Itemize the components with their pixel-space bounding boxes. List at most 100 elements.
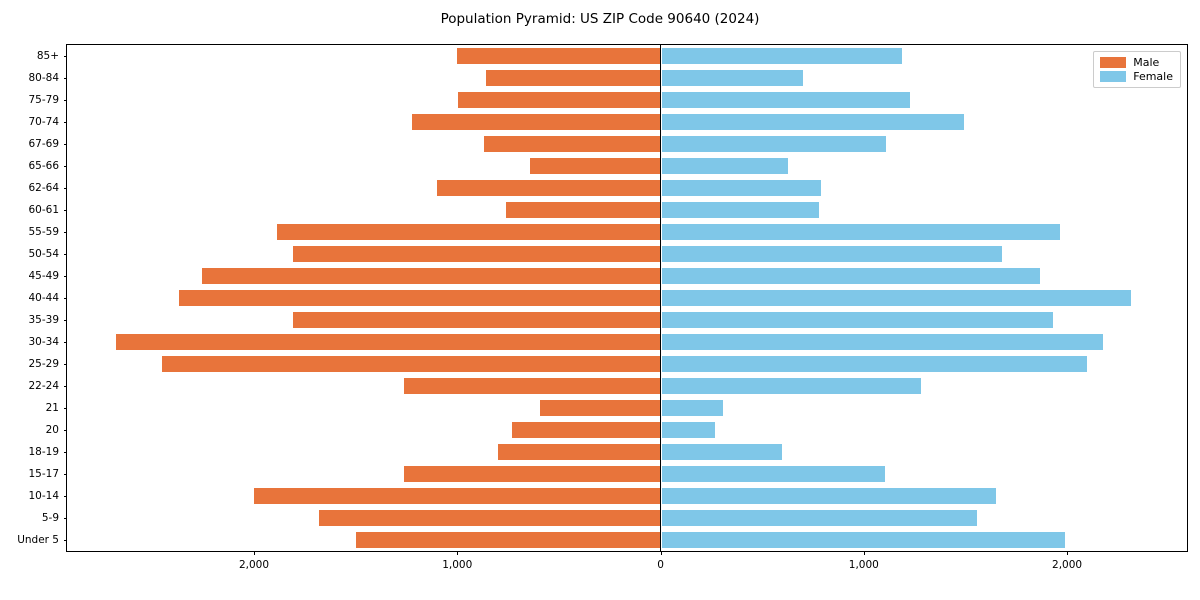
bar-male[interactable] [512,422,661,438]
y-tick-label: 80-84 [28,72,59,84]
y-tick-label: 15-17 [28,468,59,480]
bar-male[interactable] [319,510,661,526]
y-tick-label: 85+ [36,50,59,62]
y-tick-mark [63,452,67,453]
bar-male[interactable] [539,400,661,416]
y-tick-mark [63,408,67,409]
bar-female[interactable] [661,48,903,64]
bar-row [67,268,1187,284]
y-tick-label: 40-44 [28,292,59,304]
bar-male[interactable] [404,378,661,394]
bar-male[interactable] [483,136,661,152]
bar-row [67,224,1187,240]
y-tick-mark [63,518,67,519]
y-tick-label: 65-66 [28,160,59,172]
bar-male[interactable] [506,202,661,218]
bar-female[interactable] [661,224,1060,240]
bar-male[interactable] [277,224,661,240]
y-tick-mark [63,254,67,255]
y-tick-label: 70-74 [28,116,59,128]
y-tick-mark [63,276,67,277]
chart-title: Population Pyramid: US ZIP Code 90640 (2… [440,11,760,27]
bar-male[interactable] [530,158,661,174]
bar-female[interactable] [661,422,716,438]
bar-male[interactable] [355,532,661,548]
bar-female[interactable] [661,114,965,130]
bar-female[interactable] [661,510,977,526]
y-tick-label: 45-49 [28,270,59,282]
bar-male[interactable] [404,466,661,482]
y-tick-mark [63,122,67,123]
bar-row [67,180,1187,196]
y-tick-mark [63,298,67,299]
bar-male[interactable] [485,70,661,86]
bar-row [67,378,1187,394]
bar-row [67,444,1187,460]
bar-male[interactable] [458,92,661,108]
bar-row [67,400,1187,416]
y-tick-mark [63,100,67,101]
bar-female[interactable] [661,532,1066,548]
x-tick-mark [1067,551,1069,555]
bar-row [67,466,1187,482]
x-tick-label: 2,000 [1052,559,1083,571]
y-tick-label: 22-24 [28,380,59,392]
y-tick-mark [63,320,67,321]
bar-female[interactable] [661,246,1003,262]
y-tick-mark [63,144,67,145]
bar-row [67,290,1187,306]
plot-inner [63,45,1187,555]
legend-item-female[interactable]: Female [1100,71,1173,82]
bar-male[interactable] [292,312,661,328]
bar-male[interactable] [202,268,661,284]
plot-area: Male Female [63,44,1188,555]
bar-female[interactable] [661,92,910,108]
bar-female[interactable] [661,158,788,174]
bar-row [67,48,1187,64]
legend-swatch-icon [1100,71,1127,82]
bar-male[interactable] [457,48,661,64]
bar-row [67,246,1187,262]
bar-row [67,510,1187,526]
legend-item-male[interactable]: Male [1100,57,1173,68]
bar-female[interactable] [661,70,803,86]
x-tick-mark [457,551,459,555]
bar-female[interactable] [661,312,1053,328]
bar-female[interactable] [661,466,886,482]
bar-male[interactable] [497,444,661,460]
y-tick-label: 75-79 [28,94,59,106]
bar-female[interactable] [661,136,887,152]
x-tick-mark [863,551,865,555]
bar-row [67,356,1187,372]
bar-male[interactable] [161,356,661,372]
bar-female[interactable] [661,488,996,504]
bar-female[interactable] [661,202,820,218]
y-tick-label: 60-61 [28,204,59,216]
x-tick-mark [254,551,255,555]
bar-female[interactable] [661,334,1103,350]
y-tick-label: Under 5 [17,534,59,546]
legend-label: Female [1133,70,1173,83]
bar-male[interactable] [115,334,661,350]
bar-male[interactable] [178,290,661,306]
bar-female[interactable] [661,378,921,394]
bar-male[interactable] [436,180,661,196]
legend-swatch-icon [1100,57,1127,68]
bar-female[interactable] [661,180,822,196]
bar-male[interactable] [292,246,661,262]
bar-male[interactable] [411,114,661,130]
bar-female[interactable] [661,268,1040,284]
y-tick-mark [63,540,67,541]
bar-female[interactable] [661,400,723,416]
bar-female[interactable] [661,290,1132,306]
y-tick-label: 25-29 [28,358,59,370]
bar-row [67,202,1187,218]
bar-female[interactable] [661,356,1088,372]
x-tick-label: 1,000 [848,559,879,571]
legend[interactable]: Male Female [1093,51,1181,88]
bar-male[interactable] [254,488,661,504]
bar-row [67,312,1187,328]
y-tick-label: 18-19 [28,446,59,458]
y-tick-mark [63,166,67,167]
bar-female[interactable] [661,444,783,460]
